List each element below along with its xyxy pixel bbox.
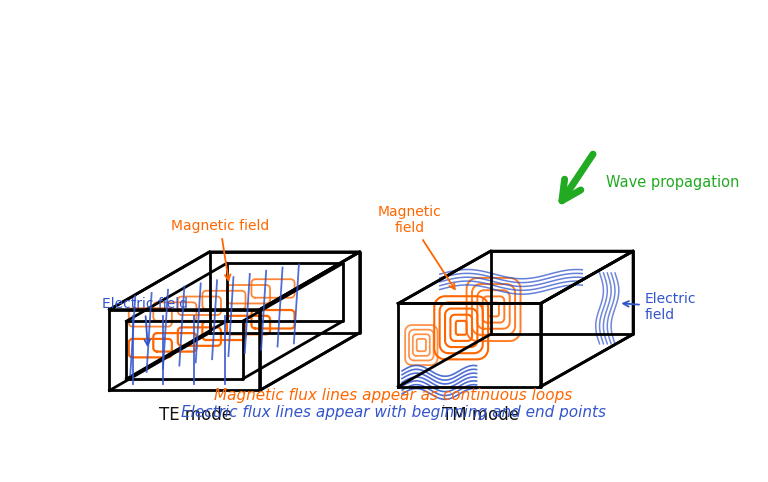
Polygon shape (399, 251, 633, 304)
Text: Magnetic flux lines appear as continuous loops: Magnetic flux lines appear as continuous… (214, 388, 573, 403)
Text: Electric flux lines appear with beginning and end points: Electric flux lines appear with beginnin… (181, 404, 606, 419)
Polygon shape (541, 251, 633, 387)
Text: Magnetic
field: Magnetic field (378, 205, 455, 289)
Text: Electric
field: Electric field (623, 292, 696, 322)
Text: TE mode: TE mode (159, 406, 232, 424)
Text: Wave propagation: Wave propagation (606, 175, 740, 190)
Polygon shape (110, 252, 359, 309)
Text: Magnetic field: Magnetic field (171, 219, 270, 280)
Polygon shape (260, 252, 359, 390)
Text: TM mode: TM mode (442, 406, 519, 424)
Text: Electric field: Electric field (102, 297, 187, 345)
